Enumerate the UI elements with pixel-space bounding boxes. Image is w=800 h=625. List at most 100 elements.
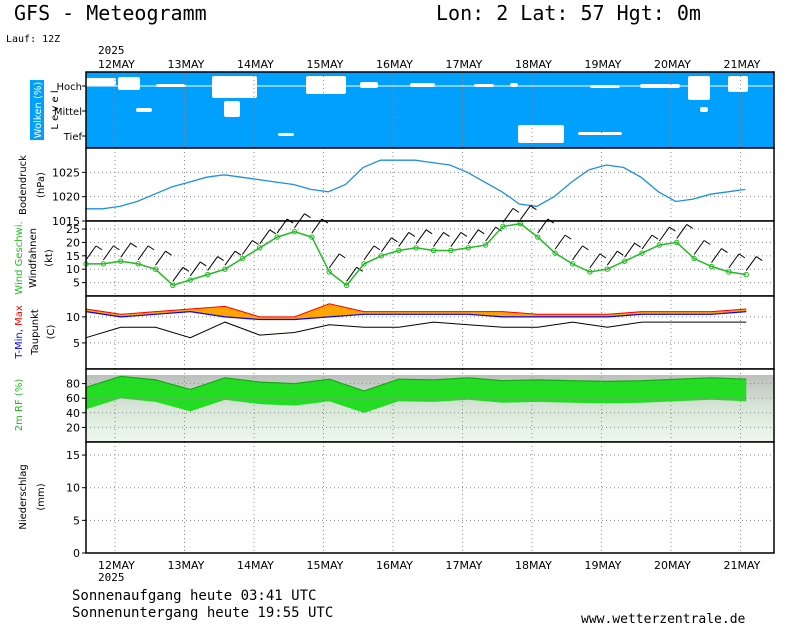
wind-barb <box>130 242 138 248</box>
temperature-panel: 5 10 T-Min, Max Taupunkt (C) <box>14 295 775 370</box>
y-tick-label: 1020 <box>52 191 80 204</box>
wind-barb <box>624 242 636 258</box>
level-label: Hoch <box>57 82 82 93</box>
wind-speed-point <box>378 253 385 259</box>
wind-barb <box>450 232 462 247</box>
day-label: 17MAY <box>446 58 483 71</box>
wind-barb <box>485 226 497 242</box>
day-label: 16MAY <box>376 58 413 71</box>
wind-barb <box>728 253 740 269</box>
wind-barb <box>207 256 219 271</box>
axis-label: Bodendruck <box>18 155 29 215</box>
wind-barb <box>606 250 618 266</box>
wind-speed-point <box>726 269 732 275</box>
y-tick-label: 80 <box>66 378 80 391</box>
wind-speed-point <box>239 255 246 262</box>
tmin-label-part: T-Min, <box>14 326 25 360</box>
wind-speed-point <box>152 266 159 272</box>
sunset-text: Sonnenuntergang heute 19:55 UTC <box>72 605 333 621</box>
sunrise-text: Sonnenaufgang heute 03:41 UTC <box>72 588 316 604</box>
y-tick-label: 10 <box>66 263 80 276</box>
axis-label: 2m RF (%) <box>14 379 25 432</box>
tminmax-label: T-Min, Max <box>14 305 25 360</box>
wind-barb <box>634 242 641 248</box>
y-tick-label: 10 <box>66 482 80 495</box>
website-link[interactable]: www.wetterzentrale.de <box>581 612 746 625</box>
wind-barb <box>137 245 149 261</box>
y-tick-label: 60 <box>66 392 80 405</box>
wind-speed-point <box>500 223 506 230</box>
axis-label: Taupunkt <box>30 309 41 356</box>
axis-label: (mm) <box>36 483 47 510</box>
wind-barb <box>755 256 763 261</box>
wind-barb <box>686 224 694 229</box>
wind-barb <box>641 234 653 250</box>
y-tick-label: 15 <box>66 449 80 462</box>
clear-sky-patch <box>360 82 378 88</box>
wind-barb <box>433 232 444 247</box>
panel-background <box>86 148 774 221</box>
wind-barb <box>338 253 346 259</box>
y-tick-label: 0 <box>73 547 80 560</box>
wind-barb <box>564 234 572 240</box>
wind-speed-point <box>621 258 628 264</box>
wind-barb <box>269 229 277 235</box>
wind-barb <box>234 250 242 256</box>
year-label-top: 2025 <box>98 44 125 57</box>
wind-speed-point <box>326 269 332 275</box>
day-label: 18MAY <box>515 559 552 572</box>
wind-barb <box>155 250 166 266</box>
wind-barb <box>443 232 450 237</box>
wind-barb <box>721 248 728 253</box>
y-tick-label: 25 <box>66 223 80 236</box>
wind-barb <box>102 245 114 261</box>
year-label-bottom: 2025 <box>98 571 125 584</box>
wind-barb <box>252 240 259 245</box>
wind-speed-point <box>691 255 697 262</box>
wind-barb <box>693 240 705 255</box>
wind-speed-point <box>135 261 141 267</box>
wind-barb <box>328 253 340 269</box>
cloud-panel: Hoch Mittel Tief Wolken (%) L e v e l <box>30 71 775 149</box>
wind-barb <box>259 229 271 245</box>
clear-sky-patch <box>278 133 294 136</box>
wind-speed-point <box>343 282 350 288</box>
wind-barb <box>658 226 670 242</box>
wind-speed-point <box>482 242 489 248</box>
wind-barb <box>703 240 711 245</box>
y-tick-label: 1015 <box>52 215 80 228</box>
wind-barb <box>599 253 607 259</box>
clear-sky-patch <box>118 77 140 90</box>
y-tick-label: 1025 <box>52 166 80 179</box>
wind-speed-point <box>552 250 558 256</box>
wind-barb <box>217 256 224 261</box>
wind-barb <box>199 261 207 267</box>
wind-barb <box>530 205 537 211</box>
day-label: 19MAY <box>585 559 622 572</box>
wind-speed-line <box>86 222 747 287</box>
wind-barb <box>189 261 201 277</box>
wind-speed-point <box>604 266 610 272</box>
wind-speed-point <box>465 245 471 251</box>
day-label: 19MAY <box>585 58 622 71</box>
wind-barb <box>363 245 375 261</box>
wind-barb <box>380 237 392 253</box>
wind-barb <box>373 245 381 251</box>
wind-barb <box>391 237 398 243</box>
wind-barb <box>85 245 97 261</box>
wind-barb <box>95 245 103 251</box>
day-label: 13MAY <box>168 58 205 71</box>
axis-label: (C) <box>46 325 57 340</box>
tmax-label-part: Max <box>14 305 25 326</box>
wind-barb <box>182 266 190 272</box>
humidity-top-clear <box>86 369 774 375</box>
clear-sky-patch <box>518 125 564 143</box>
wind-speed-point <box>204 271 211 278</box>
precipitation-panel: 0 5 10 15 Niederschlag (mm) <box>18 441 775 560</box>
wind-barb <box>304 213 311 219</box>
dewpoint-line <box>85 321 747 339</box>
clear-sky-patch <box>86 78 116 86</box>
location-label: Lon: 2 Lat: 57 Hgt: 0m <box>436 1 701 25</box>
clear-sky-patch <box>306 76 346 94</box>
